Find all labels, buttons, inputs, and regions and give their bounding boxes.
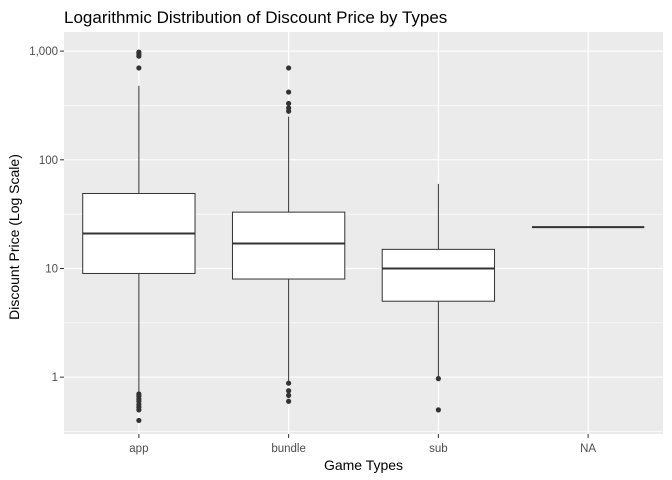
outlier-point [136, 417, 142, 424]
y-tick-label: 100 [39, 155, 58, 167]
x-tick-label: sub [429, 443, 448, 455]
outlier-point [435, 407, 441, 413]
y-tick-label: 1,000 [29, 46, 58, 58]
outlier-point [286, 65, 292, 71]
outlier-point [136, 49, 142, 55]
chart-title: Logarithmic Distribution of Discount Pri… [64, 8, 447, 27]
y-tick-label: 10 [45, 263, 58, 275]
outlier-point [286, 398, 292, 404]
x-tick-label: app [129, 443, 148, 455]
box-bundle [231, 211, 346, 280]
x-tick-label: bundle [271, 443, 306, 455]
outlier-point [286, 105, 292, 111]
outlier-point [286, 89, 292, 95]
outlier-point [136, 65, 142, 71]
plot-area: 1 10 100 1,000 app bundle sub NA [29, 32, 663, 455]
y-axis-title: Discount Price (Log Scale) [6, 154, 22, 320]
x-axis-title: Game Types [324, 457, 403, 473]
x-tick-label: NA [580, 443, 596, 455]
outlier-point [286, 380, 292, 386]
outlier-point [136, 391, 142, 397]
y-tick-label: 1 [52, 372, 58, 384]
box-sub [381, 248, 496, 302]
outlier-point [286, 100, 292, 107]
outlier-point [286, 388, 292, 394]
outlier-point [286, 392, 292, 398]
outlier-point [435, 376, 441, 382]
